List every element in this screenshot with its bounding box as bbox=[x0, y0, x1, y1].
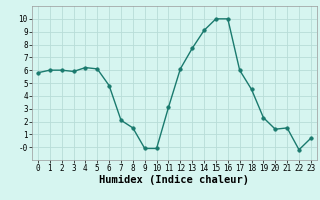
X-axis label: Humidex (Indice chaleur): Humidex (Indice chaleur) bbox=[100, 175, 249, 185]
